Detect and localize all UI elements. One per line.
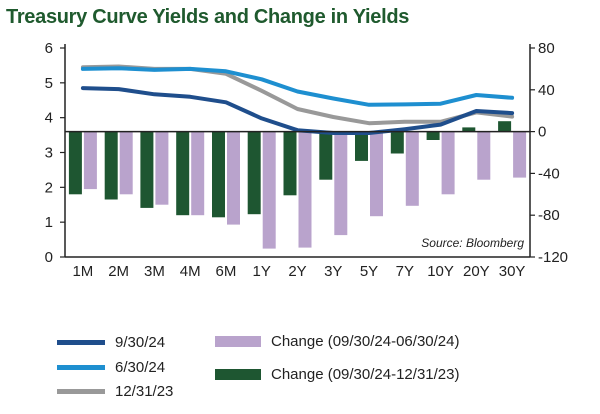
bar-change-dec-1M [68,131,82,195]
right-tick-label--120: -120 [538,249,568,266]
bar-change-jun-6M [227,131,240,225]
bar-change-dec-2Y [283,131,297,196]
right-tick-label--40: -40 [538,165,560,182]
right-tick-label-40: 40 [538,82,555,99]
bar-change-jun-2M [119,131,133,195]
left-tick-label-5: 5 [45,75,53,92]
bar-change-dec-3M [140,131,154,208]
x-tick-label-3Y: 3Y [324,263,342,280]
bar-change-dec-10Y [426,131,440,140]
bar-change-jun-20Y [477,131,491,180]
bar-change-jun-30Y [513,131,527,178]
bar-change-jun-2Y [298,131,312,248]
ticks-group: 0 1 2 3 4 5 6 80 40 0 -40 -80 -120 1M 2M 3M 4M 6M 1Y 2Y 3Y 5Y… [45,40,568,280]
bar-change-dec-7Y [390,131,404,154]
left-tick-label-1: 1 [45,214,53,231]
bar-change-jun-10Y [441,131,455,195]
left-tick-label-4: 4 [45,110,53,127]
left-tick-label-3: 3 [45,145,53,162]
bar-change-dec-2M [104,131,118,200]
x-tick-label-1Y: 1Y [253,263,271,280]
left-tick-label-2: 2 [45,179,53,196]
x-tick-label-3M: 3M [144,263,165,280]
x-tick-label-2M: 2M [108,263,129,280]
x-tick-label-5Y: 5Y [360,263,378,280]
x-tick-label-30Y: 30Y [499,263,526,280]
bar-change-jun-1M [83,131,97,190]
right-tick-label-0: 0 [538,124,546,141]
x-tick-label-7Y: 7Y [396,263,414,280]
bar-change-dec-3Y [319,131,333,180]
bar-change-dec-6M [212,131,225,218]
lines-group [80,64,515,135]
bar-change-dec-4M [176,131,190,216]
bar-change-dec-20Y [462,127,476,132]
bar-change-dec-5Y [355,131,368,161]
x-tick-label-2Y: 2Y [288,263,306,280]
bar-change-jun-7Y [405,131,419,206]
left-tick-label-6: 6 [45,40,53,57]
bar-change-jun-5Y [370,131,383,217]
bar-change-jun-3M [155,131,169,205]
left-tick-label-0: 0 [45,249,53,266]
x-tick-label-6M: 6M [216,263,237,280]
bar-change-jun-3Y [334,131,348,236]
source-label: Source: Bloomberg [421,236,524,250]
x-tick-label-4M: 4M [180,263,201,280]
right-tick-label-80: 80 [538,40,555,57]
bar-change-dec-30Y [498,121,512,132]
bar-change-jun-1Y [262,131,276,249]
bars-group [68,121,527,249]
bar-change-dec-1Y [247,131,261,215]
line-9-30-24 [80,86,515,135]
axes-group [60,44,535,258]
chart-title: Treasury Curve Yields and Change in Yiel… [6,6,410,28]
x-tick-label-1M: 1M [72,263,93,280]
x-tick-label-20Y: 20Y [463,263,490,280]
bar-change-jun-4M [191,131,205,216]
line-6-30-24 [80,66,515,107]
x-tick-label-10Y: 10Y [427,263,454,280]
right-tick-label--80: -80 [538,207,560,224]
